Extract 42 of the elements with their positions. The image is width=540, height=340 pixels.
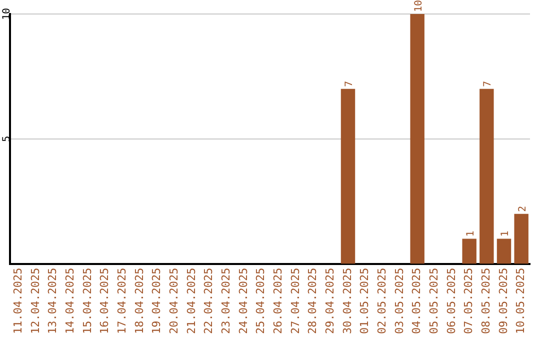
data-label: 7 (344, 80, 355, 87)
x-tick-label: 10.05.2025 (514, 268, 528, 334)
x-tick-label: 30.04.2025 (340, 268, 354, 334)
x-tick-label: 14.04.2025 (64, 268, 77, 334)
x-tick-label: 11.04.2025 (12, 268, 25, 334)
x-tick-label: 04.05.2025 (410, 268, 424, 334)
x-tick-label: 05.05.2025 (428, 268, 441, 334)
x-tick-label: 13.04.2025 (46, 268, 60, 334)
x-tick-label: 22.04.2025 (202, 268, 216, 334)
x-tick-label: 06.05.2025 (444, 268, 458, 334)
x-tick-label: 23.04.2025 (220, 268, 233, 334)
x-tick-label: 28.04.2025 (306, 268, 320, 334)
x-tick-label: 24.04.2025 (236, 268, 250, 334)
x-tick-label: 18.04.2025 (132, 268, 146, 334)
x-tick-label: 01.05.2025 (358, 268, 372, 334)
x-tick-label: 17.04.2025 (116, 268, 129, 334)
x-tick-label: 08.05.2025 (480, 268, 493, 334)
data-label: 1 (465, 230, 476, 237)
bar (410, 14, 424, 264)
bar (462, 238, 476, 264)
x-tick-label: 16.04.2025 (98, 268, 112, 334)
x-tick-label: 20.04.2025 (168, 268, 181, 334)
x-tick-label: 21.04.2025 (184, 268, 198, 334)
x-tick-label: 29.04.2025 (324, 268, 337, 334)
x-tick-label: 02.05.2025 (376, 268, 389, 334)
x-tick-label: 15.04.2025 (80, 268, 94, 334)
data-label: 1 (500, 230, 511, 237)
x-tick-label: 25.04.2025 (254, 268, 268, 334)
bar (480, 88, 494, 264)
x-tick-label: 26.04.2025 (272, 268, 285, 334)
x-tick-label: 12.04.2025 (28, 268, 42, 334)
data-label: 2 (517, 206, 528, 212)
data-label: 7 (482, 80, 494, 87)
x-tick-label: 09.05.2025 (496, 268, 510, 334)
x-tick-label: 19.04.2025 (150, 268, 164, 334)
x-tick-label: 07.05.2025 (462, 268, 476, 334)
bar (340, 88, 356, 264)
x-tick-label: 03.05.2025 (392, 268, 406, 334)
data-label: 10 (413, 0, 424, 12)
bar (496, 238, 512, 264)
bar (514, 214, 528, 264)
x-tick-label: 27.04.2025 (288, 268, 302, 334)
